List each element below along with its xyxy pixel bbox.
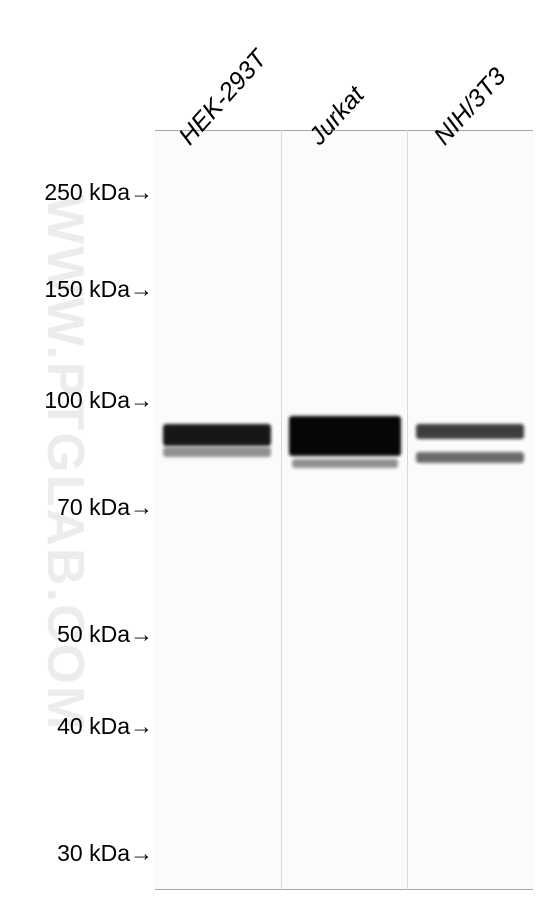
molecular-weight-marker: 30 kDa→ <box>57 840 153 867</box>
watermark-text: WWW.PTGLAB.COM <box>35 195 95 731</box>
protein-band <box>289 416 401 456</box>
protein-band <box>292 459 398 468</box>
western-blot-figure: 250 kDa→150 kDa→100 kDa→70 kDa→50 kDa→40… <box>0 0 550 903</box>
lane-separator <box>281 130 282 890</box>
protein-band <box>163 447 271 457</box>
lane-separator <box>407 130 408 890</box>
protein-band <box>416 424 524 439</box>
protein-band <box>416 452 524 463</box>
blot-membrane-area <box>155 130 533 890</box>
protein-band <box>163 424 271 446</box>
